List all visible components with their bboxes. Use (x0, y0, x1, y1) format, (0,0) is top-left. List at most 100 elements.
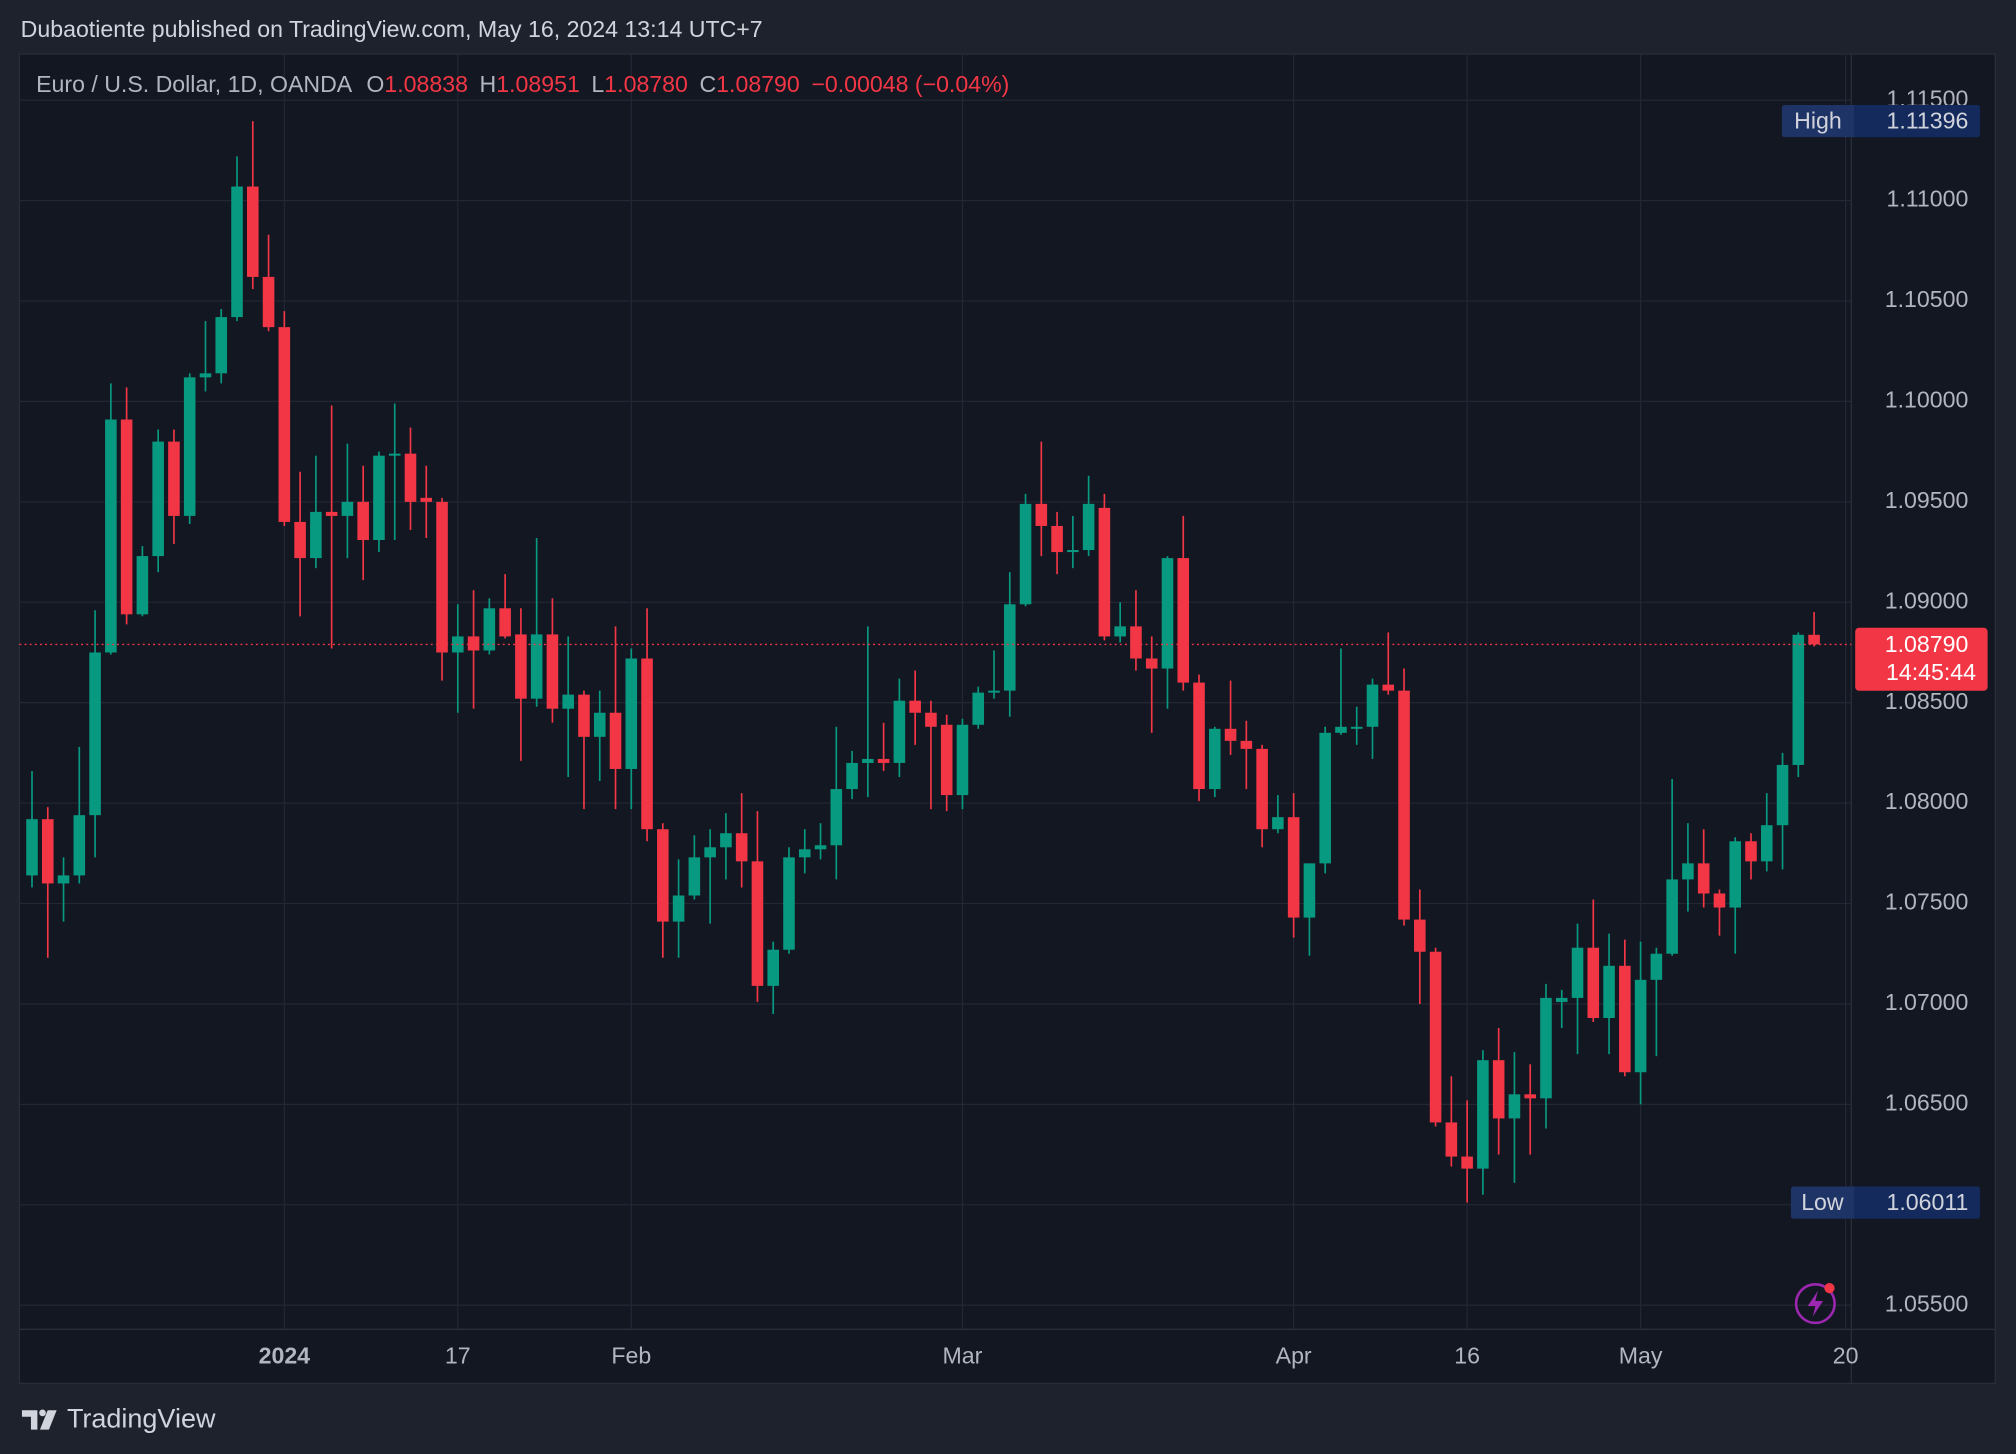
legend-change: −0.00048 (−0.04%) (811, 71, 1009, 97)
candle-body (925, 712, 937, 727)
candle-body (1587, 947, 1600, 1019)
legend-low-label: L (591, 71, 604, 97)
candle-body (1319, 732, 1331, 864)
candle-body (1035, 503, 1048, 526)
candle-body (1650, 953, 1663, 980)
candle-body (1492, 1060, 1505, 1119)
candle-body (1682, 863, 1694, 880)
candle-body (1209, 728, 1221, 790)
candle-body (1398, 690, 1410, 920)
low-marker-value: 1.06011 (1886, 1189, 1968, 1215)
candle-body (672, 895, 685, 922)
candle-body (1729, 841, 1742, 908)
candle-body (609, 712, 622, 769)
logo-part (21, 1410, 38, 1430)
candle-body (909, 700, 921, 713)
candle-body (1461, 1156, 1473, 1169)
candle-body (199, 373, 212, 378)
candle-body (1114, 626, 1126, 637)
y-tick-label: 1.10000 (1885, 387, 1969, 413)
candle-body (499, 608, 511, 637)
x-tick-label: Mar (943, 1343, 983, 1369)
candle-body (483, 608, 496, 651)
candle-body (1145, 658, 1158, 669)
candle-body (136, 556, 149, 615)
y-tick-label: 1.06500 (1885, 1089, 1969, 1115)
candle-body (1445, 1122, 1458, 1157)
candle-body (1571, 947, 1584, 998)
candle-body (26, 819, 38, 876)
candle-body (1697, 863, 1710, 894)
price-label: 1.08790 (1885, 631, 1969, 657)
candle-body (1098, 507, 1111, 637)
candle-body (735, 833, 748, 862)
low-marker-label: Low (1801, 1189, 1844, 1215)
candle-body (436, 501, 448, 653)
candles (26, 121, 1820, 1203)
alert-icon-ring (1794, 1283, 1836, 1325)
candle-body (515, 634, 527, 699)
candle-body (1808, 634, 1820, 645)
candle-body (893, 700, 906, 763)
candle-body (1555, 997, 1568, 1002)
y-tick-label: 1.05500 (1885, 1290, 1969, 1316)
price-countdown: 14:45:44 (1886, 659, 1976, 685)
candle-body (120, 419, 133, 615)
candle-body (278, 327, 291, 522)
high-marker-label: High (1794, 107, 1842, 133)
candle-body (404, 453, 417, 502)
legend-high-label: H (480, 71, 497, 97)
candle-body (1414, 919, 1426, 952)
candle-body (688, 857, 701, 896)
candle-body (73, 815, 86, 876)
plot-area (18, 53, 1996, 1384)
x-tick-label: 16 (1454, 1343, 1480, 1369)
alert-icon[interactable] (1794, 1283, 1836, 1325)
candle-body (1335, 726, 1347, 733)
legend-open: 1.08838 (384, 71, 468, 97)
ohlc-legend: Euro / U.S. Dollar, 1D, OANDA O1.08838 H… (36, 71, 1009, 97)
candle-body (1177, 558, 1190, 683)
candle-body (1776, 764, 1789, 826)
candle-body (388, 453, 401, 456)
high-marker-value-box (1853, 105, 1980, 138)
candle-body (152, 441, 164, 557)
candle-body (1382, 684, 1395, 691)
candle-body (1003, 604, 1016, 691)
candle-body (720, 833, 732, 848)
alert-icon-dot (1824, 1283, 1835, 1294)
alert-icon-bolt (1807, 1290, 1824, 1317)
candle-body (641, 658, 653, 830)
candle-body (814, 845, 827, 850)
x-tick-label: Feb (611, 1343, 651, 1369)
candle-body (1603, 965, 1615, 1019)
candle-body (310, 511, 322, 559)
candle-body (1366, 684, 1379, 727)
x-tick-label: 20 (1833, 1343, 1859, 1369)
candle-body (1130, 626, 1142, 659)
brand-logo (21, 1409, 57, 1430)
candle-body (1429, 951, 1442, 1123)
candle-body (1792, 634, 1805, 765)
logo-part (39, 1410, 57, 1430)
candle-body (751, 861, 764, 986)
candle-body (625, 658, 638, 769)
x-tick-label: 17 (445, 1343, 471, 1369)
candle-body (972, 692, 985, 725)
candle-body (1477, 1060, 1489, 1169)
candle-body (57, 875, 70, 884)
candle-body (89, 652, 101, 816)
legend-close-label: C (699, 71, 716, 97)
candle-body (1760, 825, 1773, 862)
y-tick-label: 1.10500 (1885, 286, 1969, 312)
y-tick-label: 1.08000 (1885, 788, 1969, 814)
y-tick-label: 1.09000 (1885, 587, 1969, 613)
candle-body (546, 634, 559, 709)
candle-body (1256, 748, 1268, 830)
candle-body (578, 694, 590, 737)
candle-body (1067, 550, 1079, 553)
candle-body (1619, 965, 1631, 1073)
candle-body (247, 186, 259, 277)
legend-low: 1.08780 (604, 71, 688, 97)
